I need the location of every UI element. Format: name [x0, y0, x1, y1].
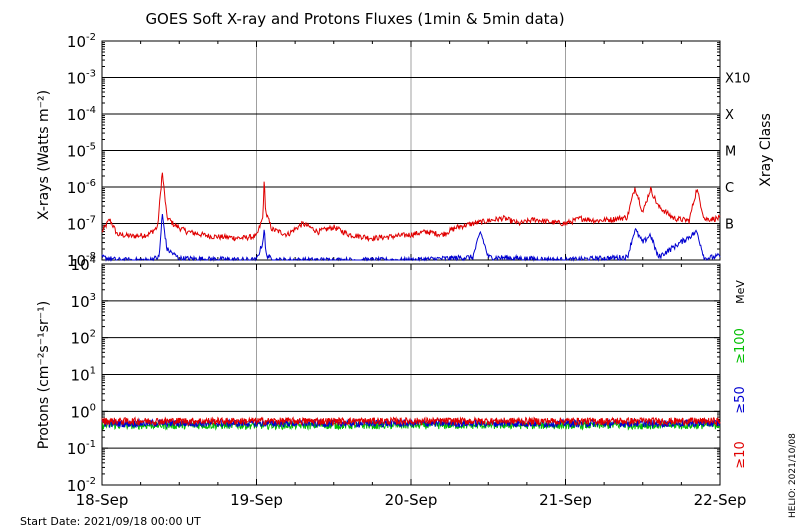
xray-y-tick-label: 10-7 [67, 215, 96, 234]
xray-class-label: X [725, 108, 734, 123]
xray-y-tick-label: 10-3 [67, 69, 96, 88]
xray-plot-frame [101, 40, 721, 261]
xray-class-axis-label: Xray Class [758, 113, 774, 187]
proton-y-tick-label: 101 [71, 366, 96, 385]
start-date-label: Start Date: 2021/09/18 00:00 UT [20, 515, 201, 528]
x-tick-label: 18-Sep [76, 491, 129, 509]
proton-y-tick-label: 100 [71, 402, 96, 421]
xray-y-tick-label: 10-5 [67, 142, 96, 161]
chart-title: GOES Soft X-ray and Protons Fluxes (1min… [145, 10, 564, 28]
xray-short-series-line [101, 214, 721, 262]
xray-class-label: X10 [725, 72, 750, 87]
proton-p10-series-line [101, 416, 721, 427]
x-tick-label: 21-Sep [539, 491, 592, 509]
xray-y-tick-label: 10-2 [67, 32, 96, 51]
x-tick-label: 20-Sep [385, 491, 438, 509]
xray-class-label: M [725, 145, 736, 160]
x-tick-label: 22-Sep [694, 491, 747, 509]
xray-class-label: C [725, 181, 734, 196]
proton-energy-unit-label: MeV [734, 280, 747, 304]
proton-legend-p100: ≥100 [733, 328, 748, 364]
proton-legend-p50: ≥50 [733, 386, 748, 413]
xray-long-series-line [101, 172, 721, 243]
proton-y-tick-label: 103 [71, 292, 96, 311]
xray-y-tick-label: 10-4 [67, 105, 96, 124]
xray-class-label: B [725, 218, 734, 233]
xray-y-tick-label: 10-6 [67, 178, 96, 197]
proton-y-axis-label: Protons (cm⁻²s⁻¹sr⁻¹) [36, 301, 52, 450]
xray-y-axis-label: X-rays (Watts m⁻²) [36, 90, 52, 220]
x-tick-label: 19-Sep [230, 491, 283, 509]
helio-stamp: HELIO: 2021/10/08 [788, 433, 798, 518]
proton-y-tick-label: 102 [71, 329, 96, 348]
proton-y-tick-label: 104 [71, 255, 96, 274]
proton-legend-p10: ≥10 [733, 441, 748, 468]
proton-y-tick-label: 10-1 [67, 439, 96, 458]
